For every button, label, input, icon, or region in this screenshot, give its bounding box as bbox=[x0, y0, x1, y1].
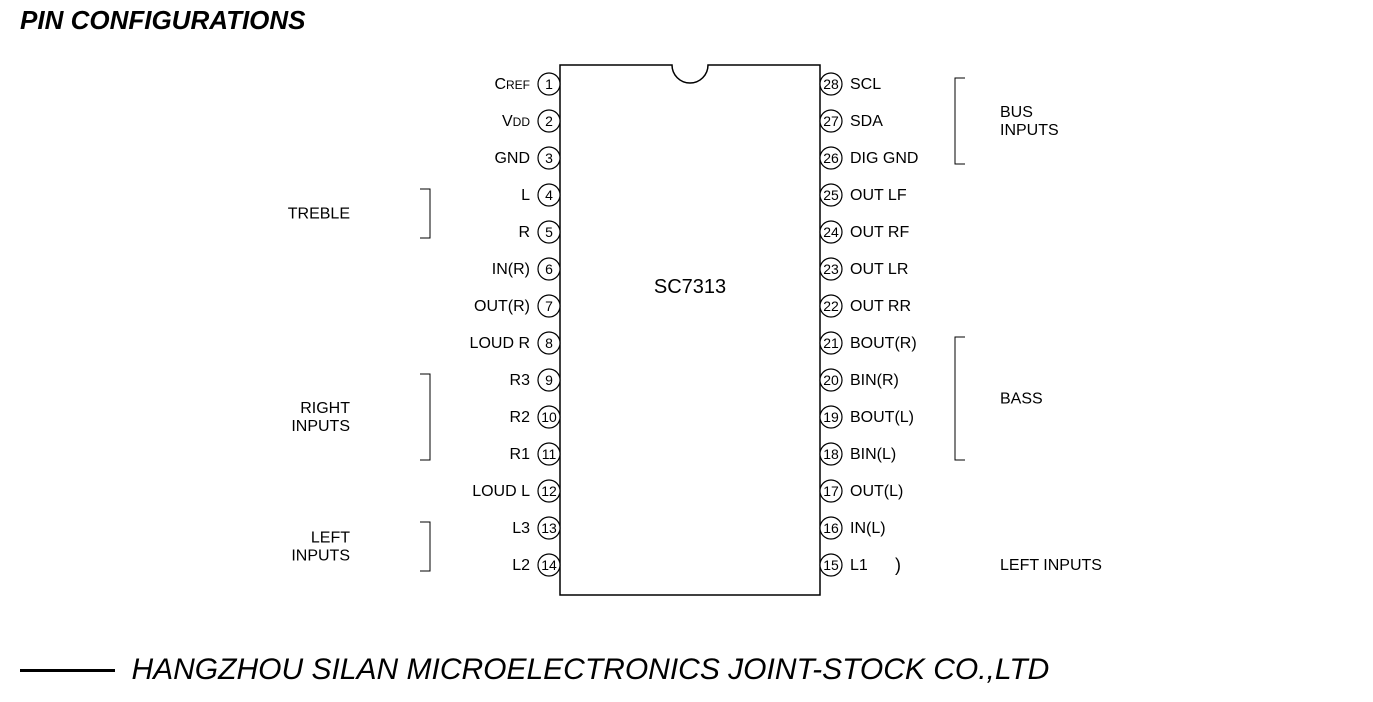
svg-text:3: 3 bbox=[545, 150, 553, 166]
footer-rule bbox=[20, 669, 115, 672]
svg-text:25: 25 bbox=[823, 187, 839, 203]
svg-text:IN(R): IN(R) bbox=[492, 261, 530, 278]
svg-text:4: 4 bbox=[545, 187, 553, 203]
svg-text:11: 11 bbox=[542, 446, 557, 462]
svg-text:LEFT INPUTS: LEFT INPUTS bbox=[1000, 557, 1102, 574]
svg-text:LOUD R: LOUD R bbox=[470, 335, 530, 352]
svg-text:SC7313: SC7313 bbox=[654, 276, 726, 298]
svg-text:GND: GND bbox=[494, 150, 530, 167]
svg-text:12: 12 bbox=[541, 483, 557, 499]
svg-text:L3: L3 bbox=[512, 520, 530, 537]
footer: HANGZHOU SILAN MICROELECTRONICS JOINT-ST… bbox=[20, 653, 1360, 687]
svg-text:LEFT: LEFT bbox=[311, 530, 350, 547]
svg-text:BIN(L): BIN(L) bbox=[850, 446, 896, 463]
svg-text:13: 13 bbox=[541, 520, 557, 536]
svg-text:18: 18 bbox=[823, 446, 839, 462]
svg-text:10: 10 bbox=[541, 409, 557, 425]
svg-text:INPUTS: INPUTS bbox=[291, 548, 350, 565]
svg-text:OUT LR: OUT LR bbox=[850, 261, 908, 278]
svg-text:SDA: SDA bbox=[850, 113, 883, 130]
pinout-diagram: SC7313 1 CREF 2 VDD 3 GND 4L 5R 6 IN(R) 7 OUT(R) 8 LOU… bbox=[0, 0, 1373, 640]
svg-text:IN(L): IN(L) bbox=[850, 520, 886, 537]
svg-text:OUT(R): OUT(R) bbox=[474, 298, 530, 315]
svg-text:SCL: SCL bbox=[850, 76, 881, 93]
svg-text:8: 8 bbox=[545, 335, 553, 351]
svg-text:7: 7 bbox=[545, 298, 553, 314]
svg-text:OUT LF: OUT LF bbox=[850, 187, 907, 204]
svg-text:R2: R2 bbox=[510, 409, 531, 426]
svg-text:INPUTS: INPUTS bbox=[1000, 122, 1059, 139]
svg-text:INPUTS: INPUTS bbox=[291, 418, 350, 435]
svg-text:19: 19 bbox=[823, 409, 839, 425]
svg-text:24: 24 bbox=[823, 224, 839, 240]
svg-text:L2: L2 bbox=[512, 557, 530, 574]
svg-text:OUT(L): OUT(L) bbox=[850, 483, 903, 500]
svg-text:BOUT(L): BOUT(L) bbox=[850, 409, 914, 426]
svg-text:OUT RF: OUT RF bbox=[850, 224, 909, 241]
svg-text:RIGHT: RIGHT bbox=[300, 400, 350, 417]
svg-text:BUS: BUS bbox=[1000, 104, 1033, 121]
svg-text:DIG GND: DIG GND bbox=[850, 150, 918, 167]
footer-text: HANGZHOU SILAN MICROELECTRONICS JOINT-ST… bbox=[131, 653, 1049, 686]
svg-text:VDD: VDD bbox=[502, 113, 530, 130]
svg-text:R3: R3 bbox=[510, 372, 531, 389]
svg-text:5: 5 bbox=[545, 224, 553, 240]
svg-text:6: 6 bbox=[545, 261, 553, 277]
svg-text:L: L bbox=[521, 187, 530, 204]
svg-text:LOUD L: LOUD L bbox=[472, 483, 530, 500]
svg-text:23: 23 bbox=[823, 261, 839, 277]
svg-text:1: 1 bbox=[545, 76, 553, 92]
svg-text:R: R bbox=[518, 224, 530, 241]
svg-text:BASS: BASS bbox=[1000, 391, 1043, 408]
svg-text:OUT RR: OUT RR bbox=[850, 298, 911, 315]
svg-text:): ) bbox=[895, 555, 901, 575]
svg-text:28: 28 bbox=[823, 76, 839, 92]
svg-text:17: 17 bbox=[823, 483, 839, 499]
svg-text:27: 27 bbox=[823, 113, 839, 129]
svg-text:14: 14 bbox=[541, 557, 557, 573]
svg-text:TREBLE: TREBLE bbox=[288, 206, 350, 223]
svg-text:26: 26 bbox=[823, 150, 839, 166]
svg-text:2: 2 bbox=[545, 113, 553, 129]
svg-text:BIN(R): BIN(R) bbox=[850, 372, 899, 389]
svg-text:20: 20 bbox=[823, 372, 839, 388]
svg-text:R1: R1 bbox=[510, 446, 531, 463]
svg-text:16: 16 bbox=[823, 520, 839, 536]
svg-text:9: 9 bbox=[545, 372, 553, 388]
svg-text:L1: L1 bbox=[850, 557, 868, 574]
svg-text:CREF: CREF bbox=[494, 76, 530, 93]
svg-text:15: 15 bbox=[823, 557, 839, 573]
svg-text:21: 21 bbox=[823, 335, 839, 351]
svg-text:22: 22 bbox=[823, 298, 839, 314]
svg-text:BOUT(R): BOUT(R) bbox=[850, 335, 917, 352]
